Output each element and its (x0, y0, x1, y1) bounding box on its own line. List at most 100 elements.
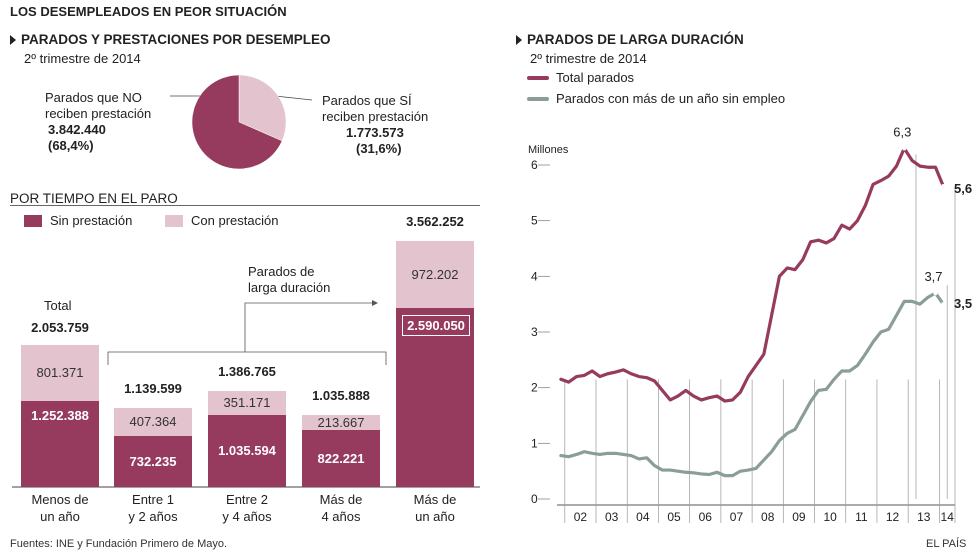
bar-value-con: 801.371 (36, 364, 84, 380)
bar-segment-con: 213.667 (302, 414, 380, 431)
x-tick-label: 06 (699, 510, 713, 524)
bar-total-value: 1.139.599 (124, 381, 182, 397)
pie-label-no: Parados que NO reciben prestación 3.842.… (45, 90, 151, 154)
bar-category-label: Entre 1 y 2 años (104, 491, 202, 525)
bar-category-line: Entre 1 (132, 492, 174, 507)
x-tick-label: 13 (917, 510, 931, 524)
legend-line-total (527, 76, 549, 80)
pie-label-si-line2: reciben prestación (322, 109, 429, 124)
bar-value-con: 407.364 (129, 414, 177, 430)
pie-subheading: 2º trimestre de 2014 (24, 51, 141, 66)
pie-chart (170, 74, 313, 170)
bar-value-con: 972.202 (411, 266, 459, 282)
bar-category-line: y 2 años (128, 509, 178, 524)
bar-category-line: Más de (413, 492, 457, 507)
legend-label-sin: Sin prestación (50, 213, 133, 228)
y-unit-label: Millones (528, 144, 569, 156)
legend-label-long: Parados con más de un año sin empleo (556, 91, 786, 106)
end-point-marker (941, 183, 946, 189)
pie-slice-no (191, 74, 283, 170)
footer-brand: EL PAÍS (926, 538, 967, 550)
bar-category-label: Más de 4 años (292, 491, 390, 525)
y-tick-label: 3 (531, 325, 538, 339)
line-subheading: 2º trimestre de 2014 (530, 51, 647, 66)
bar-section-heading: POR TIEMPO EN EL PARO (10, 191, 178, 206)
x-tick-label: 02 (574, 510, 588, 524)
bar-value-sin: 1.252.388 (31, 407, 89, 423)
bar-category-label: Menos de un año (11, 491, 109, 525)
bar-heading-rule (10, 205, 480, 206)
x-tick-label: 09 (792, 510, 806, 524)
pie-leader-si (274, 95, 313, 101)
y-tick-label: 2 (531, 381, 538, 395)
y-tick-label: 4 (531, 269, 538, 283)
bar-value-sin: 822.221 (317, 450, 365, 466)
y-tick-label: 0 (531, 492, 538, 506)
x-tick-label: 07 (730, 510, 744, 524)
pie-pct-no: (68,4%) (48, 138, 94, 153)
legend-swatch-con (165, 215, 183, 227)
page-title: LOS DESEMPLEADOS EN PEOR SITUACIÓN (10, 4, 287, 19)
pie-label-si: Parados que SÍ reciben prestación 1.773.… (322, 93, 428, 157)
long-duration-label: Parados de larga duración (248, 264, 330, 296)
bar-category-label: Más de un año (386, 491, 484, 525)
bar-category-line: Entre 2 (226, 492, 268, 507)
bar-value-sin: 1.035.594 (218, 443, 276, 459)
x-tick-label: 03 (605, 510, 619, 524)
bullet-icon (516, 35, 522, 45)
bar-total-value: 1.035.888 (312, 388, 370, 404)
bar-segment-con: 407.364 (114, 408, 192, 437)
bar-total-value: 2.053.759 (31, 320, 89, 335)
y-tick-label: 1 (531, 436, 538, 450)
bar-segment-sin: 2.590.050 (396, 308, 474, 487)
bar-annotations (12, 300, 480, 488)
x-tick-label: 05 (667, 510, 681, 524)
legend-swatch-sin (24, 215, 42, 227)
pie-pct-si: (31,6%) (356, 141, 402, 156)
y-tick-label: 5 (531, 214, 538, 228)
bar-category-line: un año (415, 509, 455, 524)
end-point-marker (941, 301, 946, 307)
bar-category-line: Más de (319, 492, 363, 507)
x-tick-label: 08 (761, 510, 775, 524)
pie-heading-text: PARADOS Y PRESTACIONES POR DESEMPLEO (21, 32, 331, 47)
pie-label-no-line2: reciben prestación (45, 106, 152, 121)
y-tick-label: 6 (531, 158, 538, 172)
end-value-label: 5,6 (954, 181, 972, 196)
pie-section-heading: PARADOS Y PRESTACIONES POR DESEMPLEO (10, 32, 331, 47)
long-duration-bracket (107, 351, 387, 365)
legend-line-long (527, 97, 549, 101)
bar-segment-con: 972.202 (396, 241, 474, 309)
peak-point-marker (902, 146, 907, 151)
bar-value-sin: 732.235 (129, 453, 177, 469)
peak-value-label: 6,3 (893, 124, 911, 139)
x-tick-label: 12 (886, 510, 900, 524)
bar-segment-sin: 732.235 (114, 436, 192, 487)
bar-segment-sin: 1.035.594 (208, 415, 286, 487)
line-series-long (559, 291, 945, 478)
bar-segment-con: 351.171 (208, 391, 286, 416)
bar-category-line: 4 años (321, 509, 361, 524)
bar-category-line: un año (40, 509, 80, 524)
x-tick-label: 04 (636, 510, 650, 524)
bar-category-line: Menos de (31, 492, 89, 507)
bar-segment-con: 801.371 (21, 345, 99, 401)
pie-label-no-line1: Parados que NO (45, 90, 142, 105)
bracket-arrow-icon (372, 300, 378, 306)
bracket-connector (244, 302, 372, 352)
stacked-bar-chart: 1.252.388 801.371 2.053.759 Menos de un año 7… (0, 0, 490, 535)
end-value-label: 3,5 (954, 296, 972, 311)
pie-value-si: 1.773.573 (346, 125, 404, 140)
x-tick-label: 14 (941, 510, 955, 524)
pie-label-si-line1: Parados que SÍ (322, 93, 412, 108)
bullet-icon (10, 35, 16, 45)
legend-label-con: Con prestación (191, 213, 279, 228)
bar-segment-sin: 1.252.388 (21, 400, 99, 487)
bar-category-line: y 4 años (222, 509, 272, 524)
bar-total-value: 1.386.765 (218, 364, 276, 380)
x-tick-label: 11 (855, 510, 868, 524)
bar-value-con: 213.667 (317, 414, 365, 430)
bar-total-value: 3.562.252 (406, 214, 464, 229)
